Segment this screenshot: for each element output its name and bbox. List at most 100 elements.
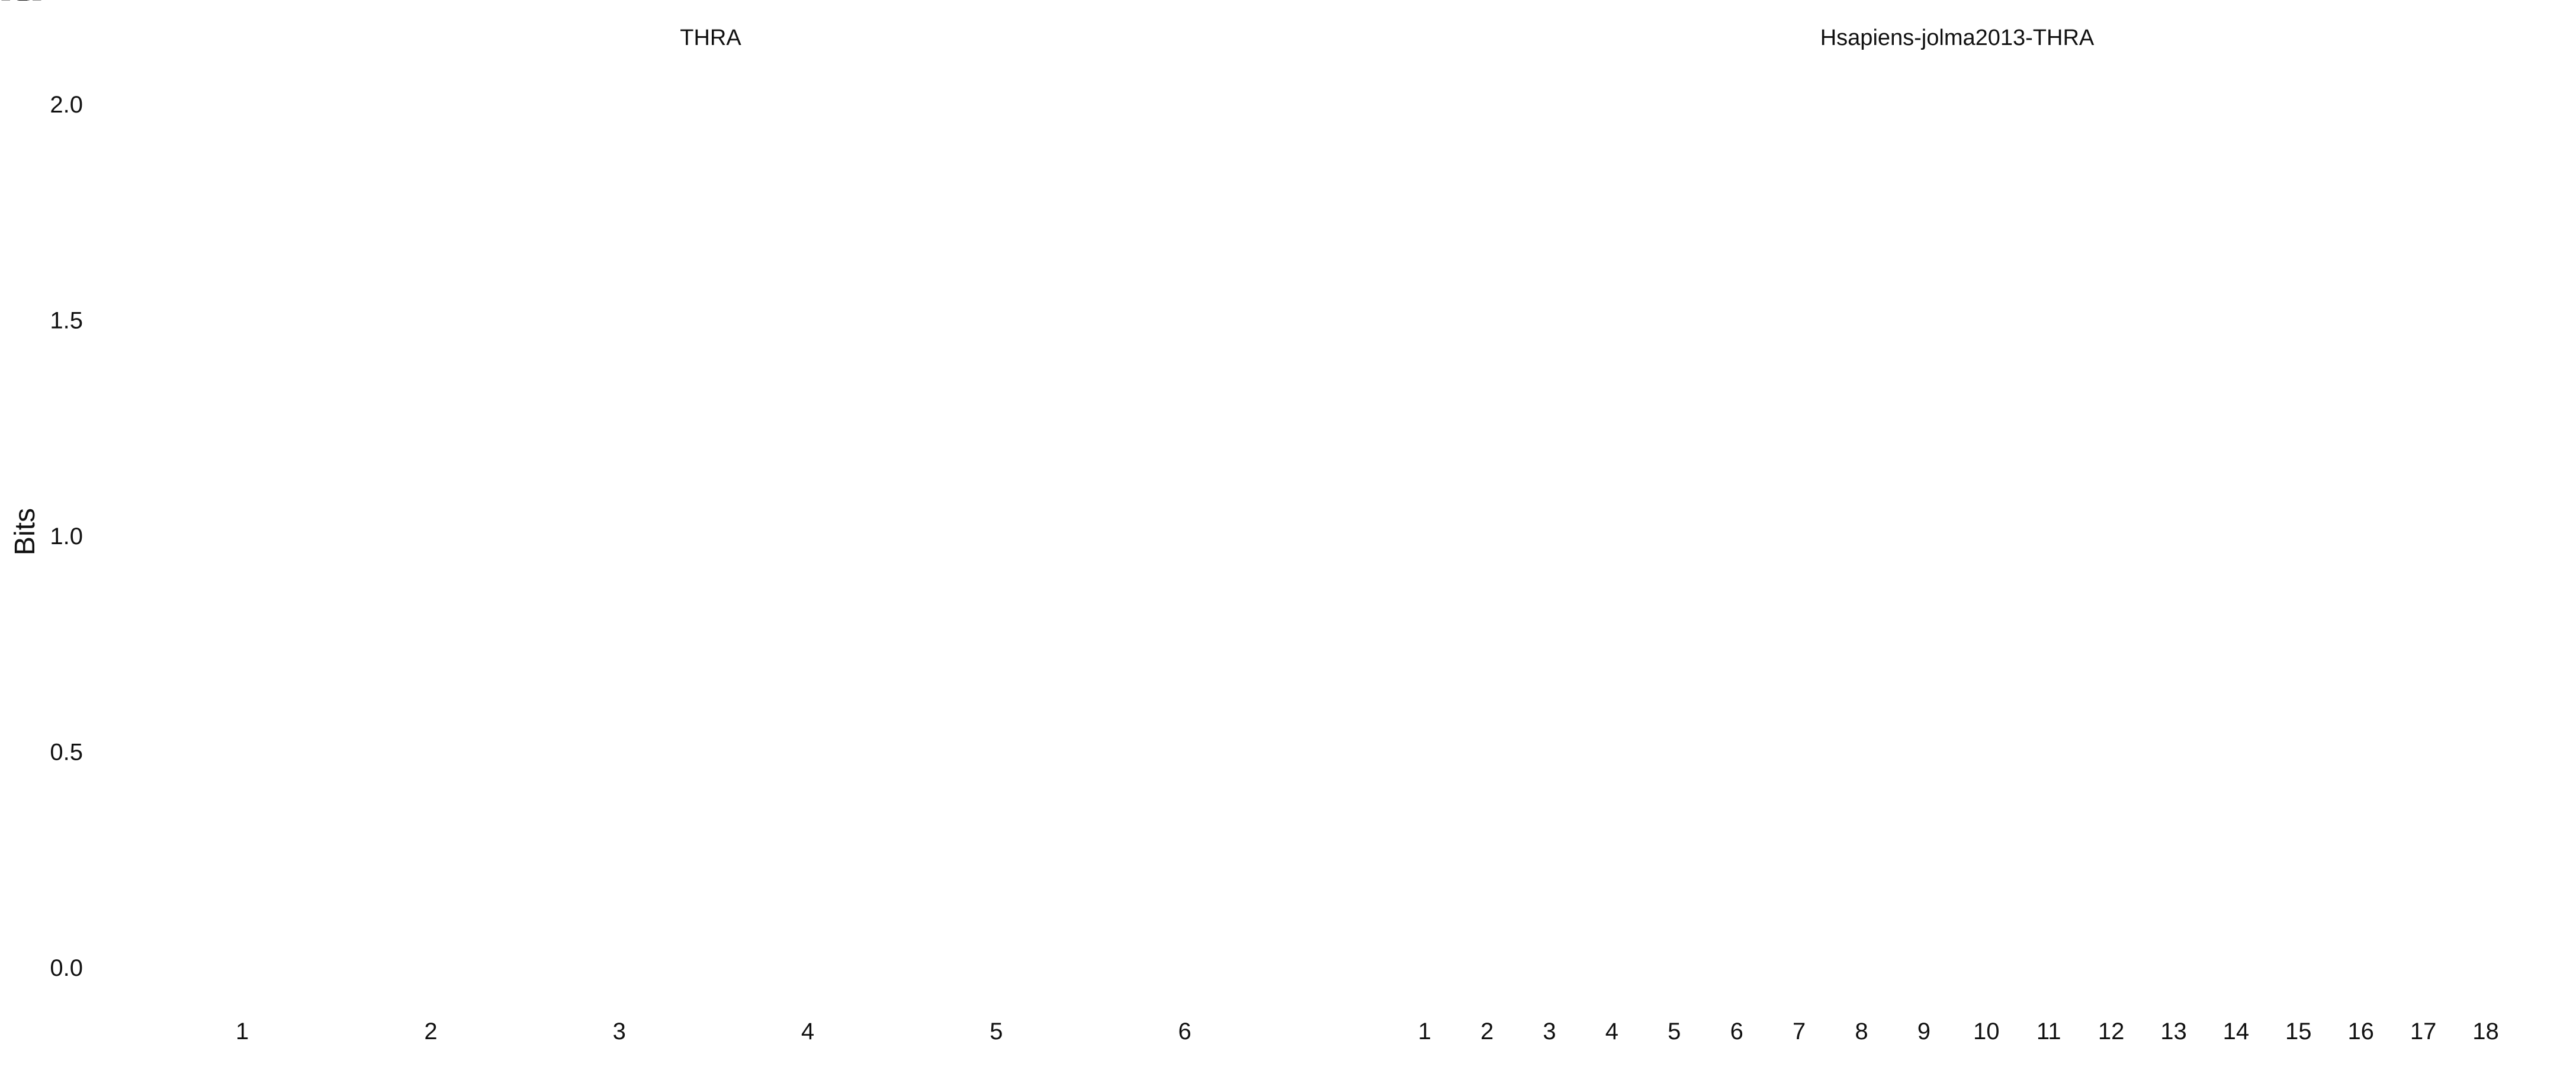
logo-column-5: C	[0, 0, 43, 13]
logo-letter-c: C	[0, 0, 43, 13]
logo-letter-c: C	[0, 0, 43, 13]
logo-letter-a: A	[0, 0, 43, 13]
logo-letter-a: A	[0, 0, 43, 13]
logo-letter-t: T	[0, 0, 36, 13]
x-tick-label: 4	[1605, 1018, 1618, 1045]
panel-title-hsapiens-jolma2013-thra: Hsapiens-jolma2013-THRA	[1820, 25, 2095, 50]
logo-stacks-thra: GGTCATCAC	[0, 0, 46, 13]
logo-letter-a: A	[0, 0, 43, 13]
logo-letter-g: G	[0, 0, 46, 13]
x-tick-label: 16	[2347, 1018, 2374, 1045]
logo-letter-c: C	[0, 0, 43, 13]
logo-letter-g: G	[0, 0, 46, 13]
logo-column-10: GCT	[0, 0, 46, 13]
panel-thra: THRA Bits 0.0 0.5 1.0 1.5 2.0 GGTCATCAC 1 2 3 4…	[0, 0, 1191, 1045]
logo-column-3: TC	[0, 0, 43, 13]
logo-column-4: CGTA	[0, 0, 46, 13]
y-tick-label: 2.0	[50, 92, 83, 118]
logo-letter-c: C	[0, 0, 43, 13]
logo-letter-c: C	[0, 0, 43, 13]
logo-column-13: G	[0, 0, 46, 13]
logo-letter-c: C	[0, 0, 43, 13]
logo-column-15: CGAT	[0, 0, 46, 13]
x-tick-label: 5	[990, 1018, 1003, 1045]
logo-letter-a: A	[0, 0, 43, 13]
x-tick-label: 6	[1178, 1018, 1191, 1045]
x-tick-label: 2	[424, 1018, 437, 1045]
x-tick-label: 15	[2285, 1018, 2312, 1045]
logo-letter-a: A	[0, 0, 43, 13]
logo-letter-c: C	[0, 0, 43, 13]
logo-stacks-jolma: CTAGCTACGCGTACCCTGCTCGAGCTCAGGAGTGCGATTG…	[0, 0, 46, 13]
logo-letter-g: G	[0, 0, 46, 13]
x-tick-label: 6	[1730, 1018, 1743, 1045]
y-axis-ticks: 0.0 0.5 1.0 1.5 2.0	[50, 92, 83, 981]
x-tick-label: 3	[1543, 1018, 1556, 1045]
logo-letter-g: G	[0, 0, 46, 13]
y-axis-label: Bits	[9, 508, 41, 555]
logo-letter-a: A	[0, 0, 43, 13]
logo-letter-t: T	[0, 0, 36, 13]
logo-letter-g: G	[0, 0, 46, 13]
x-tick-label: 14	[2223, 1018, 2250, 1045]
logo-letter-t: T	[0, 0, 36, 13]
logo-letter-c: C	[0, 0, 43, 13]
y-tick-label: 1.0	[50, 523, 83, 549]
logo-letter-t: T	[0, 0, 36, 13]
logo-letter-c: C	[0, 0, 43, 13]
logo-column-14: TG	[0, 0, 46, 13]
logo-letter-g: G	[0, 0, 46, 13]
x-tick-label: 17	[2410, 1018, 2437, 1045]
logo-column-7: CT	[0, 0, 43, 13]
logo-letter-g: G	[0, 0, 46, 13]
logo-letter-c: C	[0, 0, 43, 13]
logo-letter-c: C	[0, 0, 43, 13]
x-tick-label: 1	[1418, 1018, 1431, 1045]
x-tick-label: 7	[1793, 1018, 1806, 1045]
y-tick-label: 0.5	[50, 740, 83, 766]
logo-letter-a: A	[0, 0, 43, 13]
logo-column-5: A	[0, 0, 43, 13]
logo-letter-g: G	[0, 0, 46, 13]
logo-letter-g: G	[0, 0, 46, 13]
logo-letter-t: T	[0, 0, 36, 13]
panel-title-thra: THRA	[680, 25, 741, 50]
logo-letter-c: C	[0, 0, 43, 13]
logo-column-12: GA	[0, 0, 46, 13]
logo-column-3: ACG	[0, 0, 46, 13]
logo-column-11: CAG	[0, 0, 46, 13]
logo-letter-t: T	[0, 0, 36, 13]
logo-letter-c: C	[0, 0, 43, 13]
x-tick-label: 12	[2098, 1018, 2125, 1045]
logo-column-1: CTAG	[0, 0, 46, 13]
logo-letter-c: C	[0, 0, 43, 13]
logo-column-4: ATC	[0, 0, 43, 13]
logo-letter-t: T	[0, 0, 36, 13]
x-tick-label: 8	[1855, 1018, 1868, 1045]
x-tick-label: 5	[1668, 1018, 1681, 1045]
logo-column-16: TGC	[0, 0, 46, 13]
x-tick-label: 1	[236, 1018, 249, 1045]
logo-letter-g: G	[0, 0, 46, 13]
logo-column-2: G	[0, 0, 46, 13]
y-tick-label: 1.5	[50, 308, 83, 334]
logo-column-8: GCT	[0, 0, 46, 13]
logo-column-18: ATC	[0, 0, 43, 13]
x-tick-label: 9	[1917, 1018, 1931, 1045]
x-tick-label: 18	[2472, 1018, 2499, 1045]
logo-letter-t: T	[0, 0, 36, 13]
logo-column-1: G	[0, 0, 46, 13]
x-tick-label: 11	[2037, 1018, 2061, 1045]
logo-letter-a: A	[0, 0, 43, 13]
panel-hsapiens-jolma2013-thra: Hsapiens-jolma2013-THRA CTAGCTACGCGTACCC…	[0, 0, 2499, 1045]
logo-letter-t: T	[0, 0, 36, 13]
logo-letter-g: G	[0, 0, 46, 13]
logo-letter-c: C	[0, 0, 43, 13]
x-tick-label: 4	[801, 1018, 814, 1045]
logo-letter-g: G	[0, 0, 46, 13]
x-tick-label: 2	[1480, 1018, 1493, 1045]
logo-letter-c: C	[0, 0, 43, 13]
logo-letter-t: T	[0, 0, 36, 13]
logo-letter-t: T	[0, 0, 36, 13]
